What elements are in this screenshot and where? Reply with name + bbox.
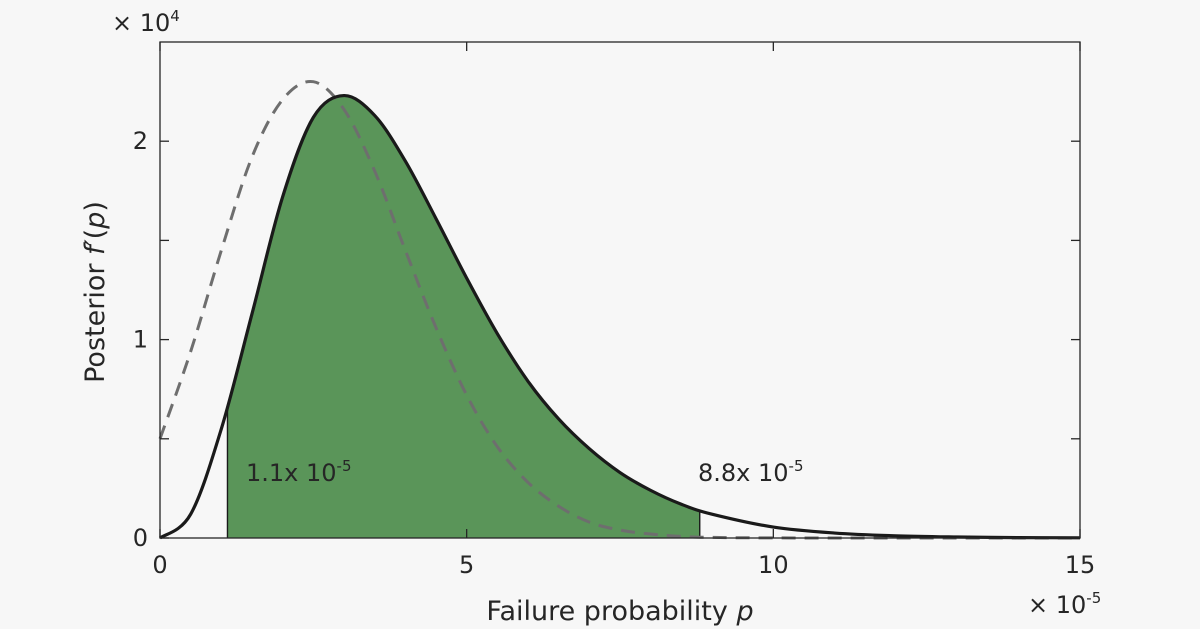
credible-interval-area [227, 95, 700, 539]
y-tick-label: 1 [133, 326, 148, 354]
x-tick-label: 10 [758, 551, 789, 579]
x-tick-label: 0 [152, 551, 167, 579]
y-multiplier-label: × 104 [112, 7, 180, 37]
y-tick-label: 0 [133, 524, 148, 552]
y-tick-label: 2 [133, 127, 148, 155]
dashed-series-line [158, 79, 1081, 540]
upper-bound-label: 8.8x 10-5 [698, 457, 804, 487]
y-axis-title: Posterior f′(p) [80, 201, 111, 383]
x-multiplier-label: × 10-5 [1028, 589, 1101, 619]
x-tick-label: 5 [459, 551, 474, 579]
plot-frame [159, 41, 1081, 539]
x-axis-title: Failure probability p [486, 596, 753, 627]
lower-bound-label: 1.1x 10-5 [246, 457, 352, 487]
solid-series-line [159, 93, 1081, 540]
x-tick-label: 15 [1065, 551, 1096, 579]
